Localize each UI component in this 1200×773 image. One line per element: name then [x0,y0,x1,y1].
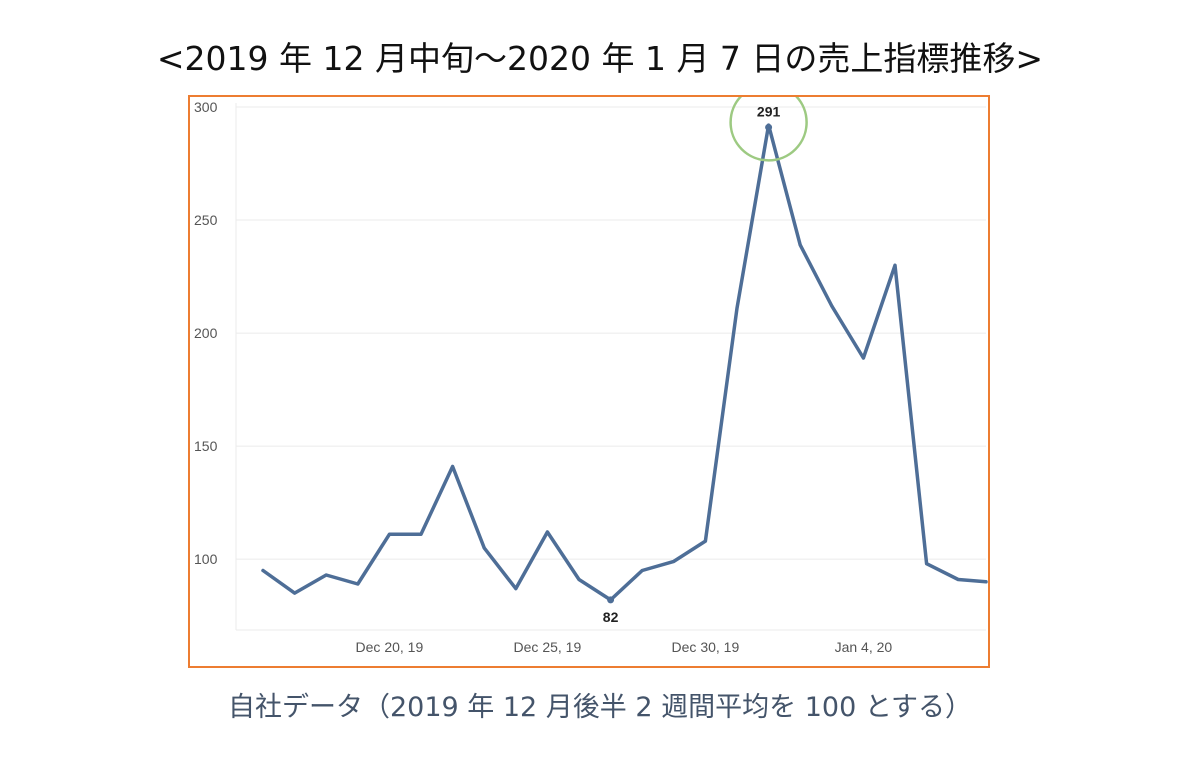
data-point [514,587,518,591]
data-point [577,578,581,582]
data-point [861,356,865,360]
x-tick-label: Dec 25, 19 [514,639,582,655]
data-point [640,568,644,572]
data-point [956,578,960,582]
y-tick-label: 250 [194,212,218,228]
data-point [672,559,676,563]
data-point [830,304,834,308]
y-tick-label: 200 [194,325,218,341]
y-tick-label: 300 [194,99,218,115]
x-tick-label: Jan 4, 20 [835,639,893,655]
data-point [293,591,297,595]
chart-frame: 100 150 200 250 300 Dec 20, 19 Dec 25, 19 Dec 3… [188,83,990,668]
data-label: 82 [603,609,619,625]
data-point [356,582,360,586]
data-point [798,243,802,247]
data-point [893,263,897,267]
annotated-point [765,123,773,131]
page-title: <2019 年 12 月中旬～2020 年 1 月 7 日の売上指標推移> [156,39,1044,78]
data-point [482,546,486,550]
data-point [925,562,929,566]
y-tick-label: 150 [194,438,218,454]
line-chart: 100 150 200 250 300 Dec 20, 19 Dec 25, 19 Dec 3… [194,83,988,655]
series-line [261,123,988,602]
data-point [387,532,391,536]
annotated-point [607,596,615,604]
data-label: 291 [757,103,781,119]
x-tick-label: Dec 20, 19 [356,639,424,655]
data-point [451,464,455,468]
data-point [703,539,707,543]
data-point [261,568,265,572]
data-point [735,306,739,310]
data-point [324,573,328,577]
y-tick-label: 100 [194,551,218,567]
chart-caption: 自社データ（2019 年 12 月後半 2 週間平均を 100 とする） [227,692,973,723]
data-point [419,532,423,536]
x-tick-label: Dec 30, 19 [672,639,740,655]
data-point [545,530,549,534]
